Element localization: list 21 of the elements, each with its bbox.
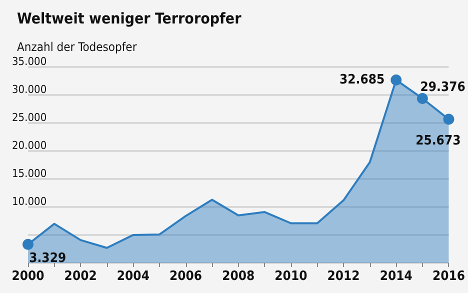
x-tick-label: 2016 <box>432 269 466 284</box>
y-tick-label: 25.000 <box>12 111 47 124</box>
data-label: 25.673 <box>416 134 461 149</box>
y-axis-title: Anzahl der Todesopfer <box>17 40 138 54</box>
chart-title: Weltweit weniger Terroropfer <box>17 10 242 28</box>
x-tick-label: 2008 <box>222 269 255 284</box>
x-tick-label: 2012 <box>327 269 360 284</box>
data-label: 3.329 <box>29 251 66 266</box>
x-tick-label: 2006 <box>169 269 202 284</box>
y-tick-label: 30.000 <box>12 83 47 96</box>
data-label: 32.685 <box>339 72 385 88</box>
y-tick-label: 35.000 <box>12 55 47 68</box>
x-tick-label: 2002 <box>64 269 97 284</box>
y-tick-label: 10.000 <box>12 195 47 208</box>
x-tick-label: 2014 <box>380 269 412 284</box>
y-tick-label: 15.000 <box>12 167 47 180</box>
x-tick-label: 2004 <box>116 269 150 284</box>
x-tick-label: 2000 <box>12 269 44 284</box>
y-tick-label: 20.000 <box>12 139 47 152</box>
data-label: 29.376 <box>420 80 466 95</box>
x-tick-label: 2010 <box>274 269 308 284</box>
